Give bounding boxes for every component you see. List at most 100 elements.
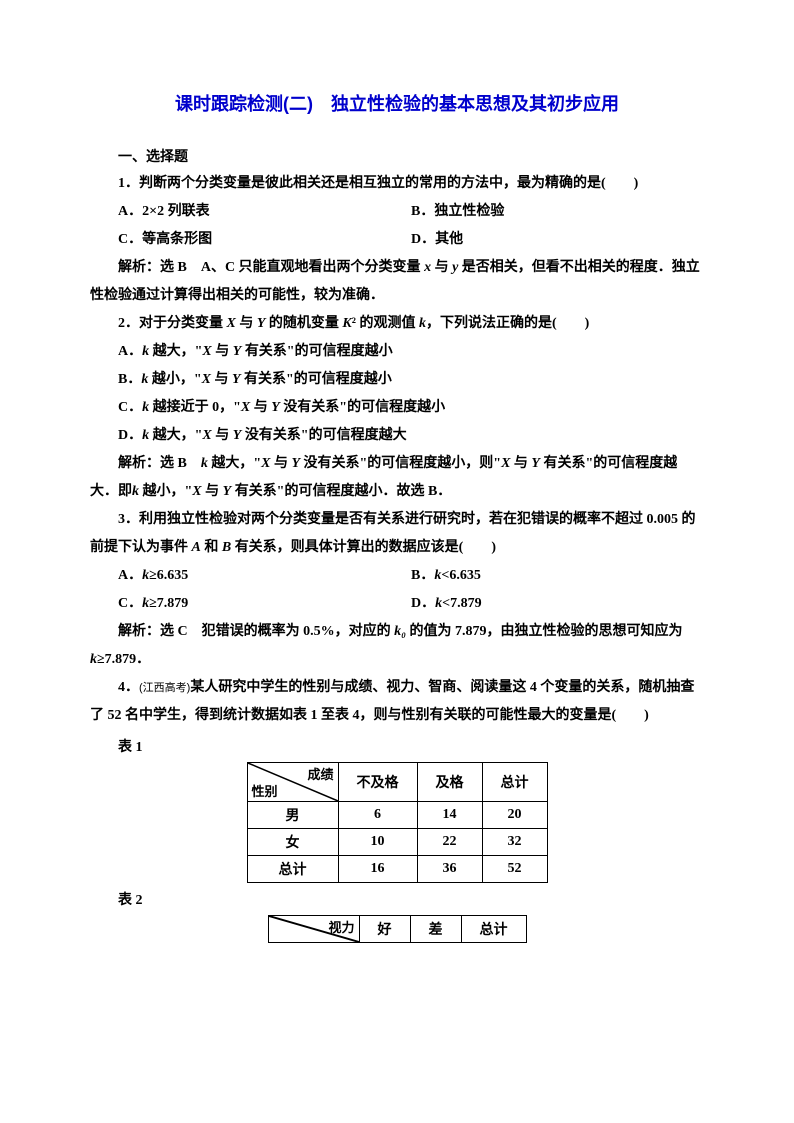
t: ≥7.879．	[97, 652, 150, 667]
t: 4．	[118, 680, 139, 695]
q2-opt-a: A．k 越大，"X 与 Y 有关系"的可信程度越小	[90, 338, 704, 366]
v: B	[222, 540, 231, 555]
table1-label: 表 1	[90, 736, 704, 756]
v: k	[132, 484, 139, 499]
t: 与	[212, 428, 233, 443]
t: A．	[118, 344, 142, 359]
col-h: 差	[410, 916, 461, 943]
t: 解析：选 C 犯错误的概率为 0.5%，对应的	[118, 624, 394, 639]
v: X	[202, 344, 211, 359]
col-h: 好	[359, 916, 410, 943]
c: 20	[482, 802, 547, 829]
c: 32	[482, 829, 547, 856]
v: X	[192, 484, 201, 499]
v: X	[227, 316, 236, 331]
v: X	[202, 372, 211, 387]
c: 52	[482, 856, 547, 883]
c: 总计	[247, 856, 338, 883]
c: 36	[417, 856, 482, 883]
q3-opt-b: B．k<6.635	[411, 562, 704, 590]
col-h: 及格	[417, 763, 482, 802]
q1-opts-row1: A．2×2 列联表 B．独立性检验	[90, 198, 704, 226]
q1-opts-row2: C．等高条形图 D．其他	[90, 226, 704, 254]
t: 2．对于分类变量	[118, 316, 227, 331]
q1-opt-a: A．2×2 列联表	[118, 198, 411, 226]
page-title: 课时跟踪检测(二) 独立性检验的基本思想及其初步应用	[90, 90, 704, 116]
q1-answer: 解析：选 B A、C 只能直观地看出两个分类变量 x 与 y 是否相关，但看不出…	[90, 254, 704, 310]
t: <6.635	[441, 568, 480, 583]
t: ² 的观测值	[352, 316, 419, 331]
q2-opt-d: D．k 越大，"X 与 Y 没有关系"的可信程度越大	[90, 422, 704, 450]
t: 没有关系"的可信程度越大	[241, 428, 406, 443]
q1-stem: 1．判断两个分类变量是彼此相关还是相互独立的常用的方法中，最为精确的是( )	[90, 170, 704, 198]
t: 解析：选 B	[118, 456, 201, 471]
table-row: 总计163652	[247, 856, 547, 883]
t: ≥6.635	[149, 568, 188, 583]
t: 与	[250, 400, 271, 415]
q1-ans-b: 与	[431, 260, 452, 275]
t: 与	[270, 456, 291, 471]
t: 与	[211, 372, 232, 387]
t: 与	[212, 344, 233, 359]
q1-ans-a: 解析：选 B A、C 只能直观地看出两个分类变量	[118, 260, 424, 275]
t: 有关系"的可信程度越小	[241, 344, 392, 359]
v: k	[419, 316, 426, 331]
t: <7.879	[442, 596, 481, 611]
t: 有关系"的可信程度越小	[241, 372, 392, 387]
c: 16	[338, 856, 417, 883]
c: 男	[247, 802, 338, 829]
v: k	[90, 652, 97, 667]
t: 与	[510, 456, 531, 471]
q3-opt-a: A．k≥6.635	[118, 562, 411, 590]
t: 与	[236, 316, 257, 331]
t: 越大，"	[149, 344, 202, 359]
c: 10	[338, 829, 417, 856]
q3-opts-row1: A．k≥6.635 B．k<6.635	[90, 562, 704, 590]
v: A	[192, 540, 201, 555]
table-1: 成绩 性别 不及格 及格 总计 男61420 女102232 总计163652	[247, 762, 548, 883]
t: B．	[118, 372, 141, 387]
section-heading: 一、选择题	[90, 146, 704, 166]
c: 22	[417, 829, 482, 856]
t: ，下列说法正确的是( )	[426, 316, 589, 331]
t: A．	[118, 568, 142, 583]
q2-stem: 2．对于分类变量 X 与 Y 的随机变量 K² 的观测值 k，下列说法正确的是(…	[90, 310, 704, 338]
diag-left: 性别	[252, 781, 278, 800]
v: k₀	[394, 624, 406, 639]
diag-header: 视力	[268, 916, 359, 943]
t: 没有关系"的可信程度越小，则"	[300, 456, 501, 471]
t: 越小，"	[139, 484, 192, 499]
v: Y	[232, 372, 241, 387]
q3-opt-c: C．k≥7.879	[118, 590, 411, 618]
c: 6	[338, 802, 417, 829]
v: X	[202, 428, 211, 443]
table2-label: 表 2	[90, 889, 704, 909]
q1-opt-d: D．其他	[411, 226, 704, 254]
q2-answer: 解析：选 B k 越大，"X 与 Y 没有关系"的可信程度越小，则"X 与 Y …	[90, 450, 704, 506]
col-h: 总计	[482, 763, 547, 802]
table-row: 女102232	[247, 829, 547, 856]
t: B．	[411, 568, 434, 583]
v: Y	[531, 456, 540, 471]
q2-opt-c: C．k 越接近于 0，"X 与 Y 没有关系"的可信程度越小	[90, 394, 704, 422]
v: k	[201, 456, 208, 471]
v: Y	[223, 484, 232, 499]
t: ≥7.879	[149, 596, 188, 611]
q1-opt-c: C．等高条形图	[118, 226, 411, 254]
t: 有关系，则具体计算出的数据应该是( )	[231, 540, 496, 555]
var-x: x	[424, 260, 431, 275]
t: 的值为 7.879，由独立性检验的思想可知应为	[406, 624, 683, 639]
v: X	[241, 400, 250, 415]
t: 有关系"的可信程度越小．故选 B．	[231, 484, 451, 499]
c: 女	[247, 829, 338, 856]
t: D．	[411, 596, 435, 611]
t: 与	[202, 484, 223, 499]
col-h: 总计	[461, 916, 526, 943]
c: 14	[417, 802, 482, 829]
t: C．	[118, 596, 142, 611]
q2-opt-b: B．k 越小，"X 与 Y 有关系"的可信程度越小	[90, 366, 704, 394]
t: C．	[118, 400, 142, 415]
table-2: 视力 好 差 总计	[268, 915, 527, 943]
q4-stem: 4．(江西高考)某人研究中学生的性别与成绩、视力、智商、阅读量这 4 个变量的关…	[90, 674, 704, 730]
diag-top: 视力	[328, 917, 354, 936]
